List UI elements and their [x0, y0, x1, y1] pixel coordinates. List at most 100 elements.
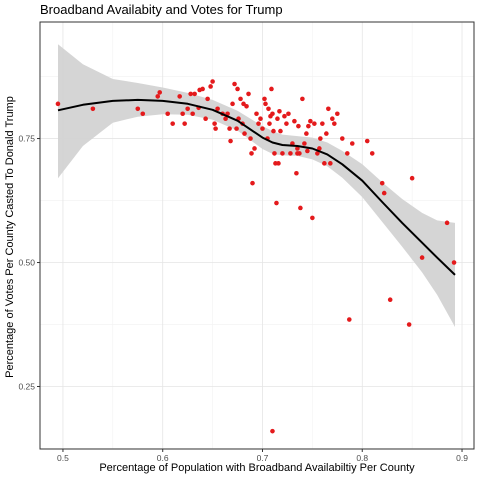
data-point	[419, 255, 425, 260]
data-point	[286, 111, 291, 117]
data-point	[228, 138, 233, 144]
data-point	[312, 121, 317, 126]
data-point	[270, 111, 275, 117]
data-point	[451, 260, 457, 265]
x-axis-label: Percentage of Population with Broadband …	[99, 462, 415, 474]
y-tick-label: 0.50	[18, 258, 35, 268]
data-point	[262, 96, 267, 102]
data-point	[324, 131, 329, 136]
x-tick-label: 0.9	[456, 453, 468, 463]
data-point	[238, 96, 243, 102]
data-point	[278, 128, 283, 134]
x-tick-label: 0.7	[257, 453, 269, 463]
data-point	[155, 94, 161, 99]
data-point	[208, 84, 213, 89]
data-point	[318, 136, 323, 141]
data-point	[55, 101, 61, 107]
data-point	[210, 79, 215, 84]
data-point	[387, 297, 393, 303]
data-point	[320, 121, 325, 126]
data-point	[270, 428, 275, 434]
data-point	[330, 116, 335, 122]
data-point	[288, 151, 293, 156]
data-point	[235, 86, 240, 92]
data-point	[200, 86, 205, 92]
data-point	[246, 91, 251, 97]
data-point	[203, 116, 208, 122]
smooth-line	[57, 98, 456, 276]
data-point	[250, 180, 255, 186]
data-point	[406, 322, 412, 327]
data-point	[140, 111, 146, 117]
data-point	[260, 126, 265, 131]
data-point	[252, 146, 257, 151]
data-point	[409, 175, 415, 181]
data-point	[213, 126, 218, 131]
data-point	[188, 91, 193, 97]
data-point	[248, 136, 253, 141]
data-point	[258, 116, 263, 122]
data-point	[332, 121, 337, 126]
data-point	[282, 113, 287, 119]
data-point	[315, 151, 320, 156]
data-point	[274, 200, 279, 206]
data-point	[227, 126, 232, 131]
data-point	[192, 91, 197, 97]
data-point	[335, 111, 340, 117]
data-point	[277, 108, 282, 114]
data-point	[256, 121, 261, 126]
data-point	[294, 170, 299, 176]
data-point	[244, 104, 249, 109]
data-point	[212, 121, 217, 126]
chart-title: Broadband Availabity and Votes for Trump	[40, 2, 283, 17]
data-point	[177, 94, 182, 99]
data-point	[305, 148, 310, 154]
data-point	[306, 123, 311, 129]
data-point	[267, 121, 272, 126]
data-point	[346, 317, 352, 322]
panel-border	[39, 21, 475, 450]
data-point	[340, 136, 345, 141]
data-point	[298, 205, 303, 211]
data-point	[364, 138, 370, 144]
data-point	[344, 151, 350, 156]
data-point	[328, 161, 333, 166]
data-point	[322, 161, 327, 166]
data-point	[249, 151, 254, 156]
data-point	[157, 90, 163, 95]
data-point	[271, 128, 276, 134]
data-point	[280, 151, 285, 156]
data-point	[349, 141, 355, 146]
x-tick-label: 0.5	[57, 453, 69, 463]
data-point	[310, 215, 315, 221]
data-point	[205, 96, 210, 102]
data-point	[232, 81, 237, 87]
confidence-band	[58, 44, 455, 328]
y-tick-label: 0.25	[18, 382, 35, 392]
x-tick-label: 0.8	[356, 453, 368, 463]
data-point	[295, 151, 300, 156]
data-point	[263, 101, 268, 107]
y-axis-label: Percentage of Votes Per County Casted To…	[4, 96, 16, 378]
data-point	[302, 141, 307, 146]
data-point	[326, 106, 331, 112]
data-point	[284, 121, 289, 126]
data-point	[381, 190, 387, 196]
data-point	[308, 118, 313, 124]
data-point	[230, 101, 235, 107]
data-point	[300, 96, 305, 102]
data-point	[296, 123, 301, 129]
data-point	[185, 106, 190, 112]
data-point	[292, 118, 297, 124]
data-point	[317, 146, 322, 151]
data-point	[295, 146, 300, 151]
data-point	[182, 121, 187, 126]
data-point	[369, 151, 375, 156]
x-tick-label: 0.6	[157, 453, 169, 463]
data-point	[272, 151, 277, 156]
data-point	[304, 131, 309, 136]
data-point	[379, 180, 385, 186]
data-point	[170, 121, 175, 126]
